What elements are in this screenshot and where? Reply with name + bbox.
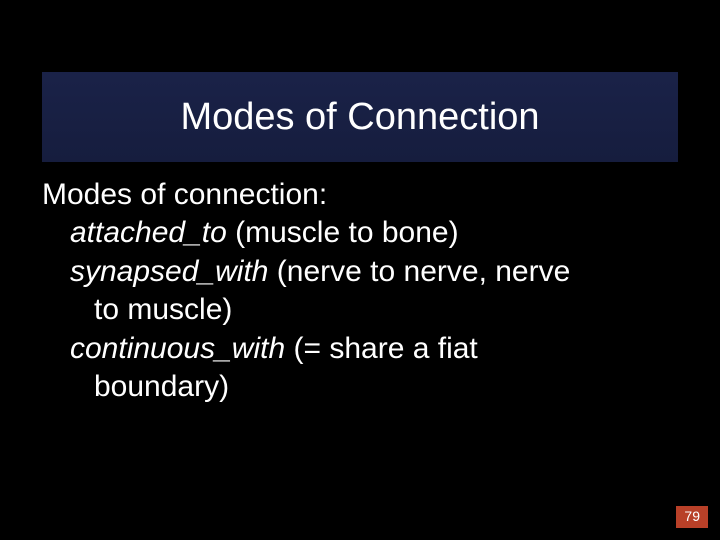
title-bar: Modes of Connection — [42, 72, 678, 162]
term-description: (nerve to nerve, nerve — [268, 255, 570, 288]
slide-title: Modes of Connection — [180, 96, 539, 139]
term-continuation: boundary) — [94, 368, 678, 406]
term-description: (= share a fiat — [285, 332, 478, 365]
term-label: continuous_with — [70, 332, 285, 365]
term-description: (muscle to bone) — [227, 216, 459, 249]
content-area: Modes of connection: attached_to (muscle… — [42, 176, 678, 406]
term-label: attached_to — [70, 216, 227, 249]
term-continuation: to muscle) — [94, 291, 678, 329]
content-heading: Modes of connection: — [42, 176, 678, 214]
list-item: continuous_with (= share a fiat — [70, 330, 678, 368]
list-item: attached_to (muscle to bone) — [70, 214, 678, 252]
term-label: synapsed_with — [70, 255, 268, 288]
list-item: synapsed_with (nerve to nerve, nerve — [70, 253, 678, 291]
page-number: 79 — [684, 508, 700, 524]
page-number-box: 79 — [676, 506, 708, 528]
